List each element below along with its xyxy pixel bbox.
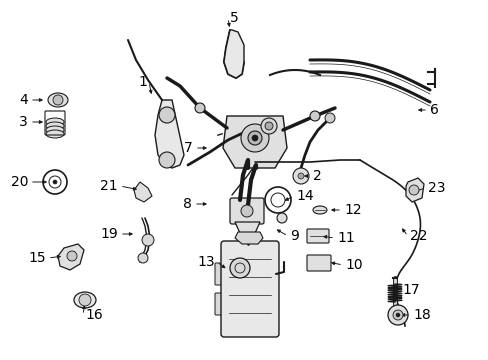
Text: 19: 19 xyxy=(100,227,118,241)
Text: 20: 20 xyxy=(10,175,28,189)
Circle shape xyxy=(138,253,148,263)
Text: 17: 17 xyxy=(401,283,419,297)
Polygon shape xyxy=(58,244,84,270)
Circle shape xyxy=(229,258,249,278)
Text: 14: 14 xyxy=(295,189,313,203)
Circle shape xyxy=(142,234,154,246)
Text: 11: 11 xyxy=(336,231,354,245)
Text: 4: 4 xyxy=(19,93,28,107)
FancyBboxPatch shape xyxy=(221,241,279,337)
FancyBboxPatch shape xyxy=(215,293,228,315)
FancyBboxPatch shape xyxy=(229,198,264,224)
Text: 9: 9 xyxy=(289,229,298,243)
Circle shape xyxy=(292,168,308,184)
Text: 5: 5 xyxy=(229,11,238,25)
Circle shape xyxy=(395,313,399,317)
Text: 1: 1 xyxy=(138,75,147,89)
Ellipse shape xyxy=(46,130,64,138)
Ellipse shape xyxy=(46,126,64,134)
Polygon shape xyxy=(223,116,286,168)
Polygon shape xyxy=(134,182,152,202)
Polygon shape xyxy=(155,100,183,168)
Text: 8: 8 xyxy=(183,197,192,211)
Polygon shape xyxy=(235,232,263,244)
Text: 21: 21 xyxy=(100,179,118,193)
Text: 22: 22 xyxy=(409,229,427,243)
Text: 12: 12 xyxy=(343,203,361,217)
Circle shape xyxy=(53,95,63,105)
Text: 18: 18 xyxy=(412,308,430,322)
Ellipse shape xyxy=(46,118,64,126)
Text: 16: 16 xyxy=(85,308,102,322)
Circle shape xyxy=(251,135,258,141)
Ellipse shape xyxy=(46,122,64,130)
Circle shape xyxy=(309,111,319,121)
FancyBboxPatch shape xyxy=(215,263,228,285)
Circle shape xyxy=(247,131,262,145)
Circle shape xyxy=(241,205,252,217)
Circle shape xyxy=(241,124,268,152)
Circle shape xyxy=(408,185,418,195)
Circle shape xyxy=(53,180,57,184)
Polygon shape xyxy=(224,30,244,78)
Circle shape xyxy=(297,173,304,179)
Polygon shape xyxy=(235,222,260,240)
Ellipse shape xyxy=(312,206,326,214)
Ellipse shape xyxy=(74,292,96,308)
Circle shape xyxy=(159,107,175,123)
Text: 10: 10 xyxy=(345,258,362,272)
Circle shape xyxy=(276,213,286,223)
Text: 3: 3 xyxy=(19,115,28,129)
Ellipse shape xyxy=(48,93,68,107)
Text: 2: 2 xyxy=(312,169,321,183)
Circle shape xyxy=(325,113,334,123)
Text: 6: 6 xyxy=(429,103,438,117)
Polygon shape xyxy=(405,178,423,202)
Text: 15: 15 xyxy=(28,251,46,265)
FancyBboxPatch shape xyxy=(306,255,330,271)
Circle shape xyxy=(159,152,175,168)
FancyBboxPatch shape xyxy=(306,229,328,243)
Circle shape xyxy=(79,294,91,306)
Circle shape xyxy=(264,122,272,130)
Circle shape xyxy=(387,305,407,325)
Text: 13: 13 xyxy=(197,255,215,269)
Circle shape xyxy=(261,118,276,134)
Circle shape xyxy=(392,310,402,320)
Text: 23: 23 xyxy=(427,181,445,195)
Text: 7: 7 xyxy=(184,141,193,155)
Circle shape xyxy=(67,251,77,261)
Circle shape xyxy=(195,103,204,113)
